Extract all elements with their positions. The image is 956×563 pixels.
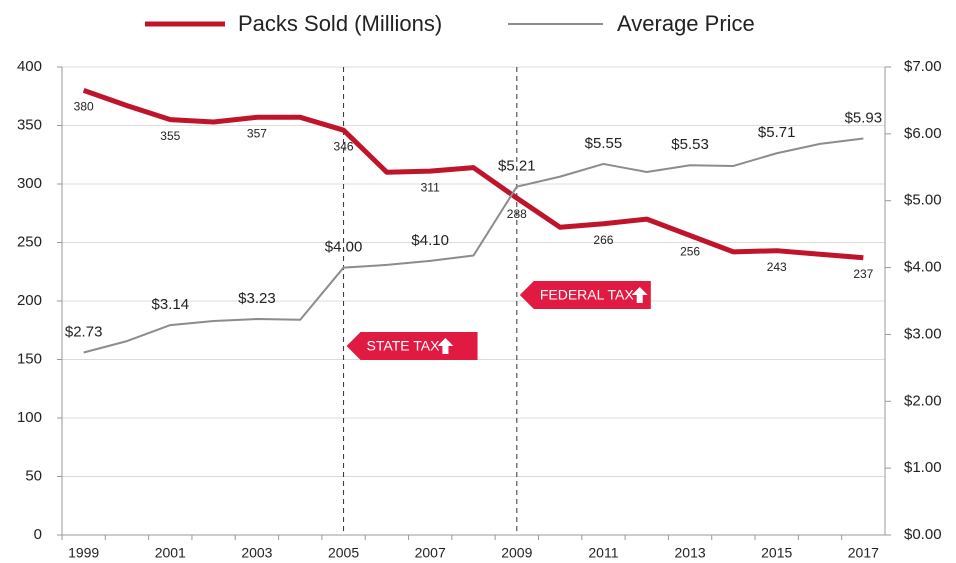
data-label: 237	[853, 267, 873, 281]
data-label: 243	[767, 260, 787, 274]
y-tick-label: 300	[17, 175, 42, 192]
arrow-icon	[631, 287, 648, 303]
data-label: 380	[74, 100, 94, 114]
data-label: 357	[247, 126, 267, 140]
y-tick-label: 100	[17, 409, 42, 426]
legend-label: Packs Sold (Millions)	[238, 11, 442, 36]
data-label: 355	[160, 129, 180, 143]
y-tick-label: 250	[17, 233, 42, 250]
arrow-icon	[437, 338, 454, 354]
series-line	[83, 137, 864, 354]
x-tick-label: 2001	[155, 545, 186, 561]
x-tick-label: 2009	[501, 545, 532, 561]
y-tick-label: 350	[17, 116, 42, 133]
y2-tick-label: $4.00	[904, 259, 942, 276]
data-label: $5.21	[498, 158, 536, 175]
y-tick-label: 150	[17, 350, 42, 367]
data-label: 311	[421, 180, 440, 194]
x-tick-label: 2017	[848, 545, 879, 561]
badge-shape	[519, 281, 651, 309]
annotation-text: STATE TAX	[367, 338, 441, 354]
data-label: 256	[680, 245, 700, 259]
y-tick-label: 400	[17, 58, 42, 75]
data-label: 288	[507, 207, 527, 221]
annotation-badge: STATE TAX	[346, 332, 478, 360]
data-label: 266	[593, 233, 613, 247]
x-tick-label: 2011	[588, 545, 618, 561]
x-tick-label: 2005	[328, 545, 359, 561]
y-tick-label: 0	[34, 526, 42, 543]
y-tick-label: 200	[17, 292, 42, 309]
x-tick-label: 2013	[675, 545, 706, 561]
annotation-badge: FEDERAL TAX	[519, 281, 651, 309]
y-tick-label: 50	[25, 467, 42, 484]
data-label: $2.73	[65, 323, 103, 340]
y2-tick-label: $6.00	[904, 125, 942, 142]
data-label: $5.53	[671, 136, 709, 153]
y2-tick-label: $1.00	[904, 459, 942, 476]
data-label: 346	[334, 139, 354, 153]
y2-tick-label: $7.00	[904, 58, 942, 75]
annotation-text: FEDERAL TAX	[540, 287, 635, 303]
y2-tick-label: $0.00	[904, 526, 942, 543]
data-label: $5.71	[758, 124, 796, 141]
x-tick-label: 2015	[761, 545, 792, 561]
data-label: $3.14	[152, 296, 190, 313]
data-label: $3.23	[238, 290, 276, 307]
data-label: $5.93	[845, 110, 883, 127]
data-label: $4.10	[411, 232, 449, 249]
series-line	[82, 88, 864, 261]
legend-label: Average Price	[617, 11, 755, 36]
data-label: $4.00	[325, 239, 363, 256]
x-tick-label: 2003	[241, 545, 272, 561]
y2-tick-label: $2.00	[904, 392, 942, 409]
y2-tick-label: $5.00	[904, 192, 942, 209]
x-tick-label: 2007	[415, 545, 446, 561]
x-tick-label: 1999	[68, 545, 99, 561]
data-label: $5.55	[585, 135, 623, 152]
y2-tick-label: $3.00	[904, 325, 942, 342]
